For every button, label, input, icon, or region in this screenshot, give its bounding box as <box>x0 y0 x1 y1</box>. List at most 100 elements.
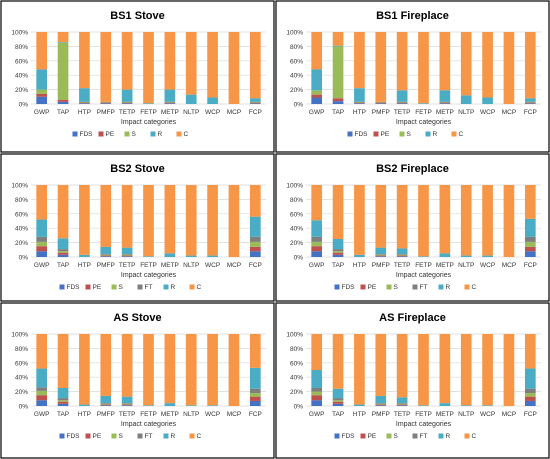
bar-segment-fds <box>57 101 69 104</box>
y-tick-label: 20% <box>290 240 303 247</box>
bar-segment-s <box>524 101 536 103</box>
bar-segment-pe <box>311 246 323 252</box>
bar-segment-pe <box>524 246 536 252</box>
bar-segment-r <box>439 403 451 406</box>
bar-segment-c <box>143 334 154 406</box>
legend-label: PE <box>93 433 102 440</box>
bar-segment-c <box>482 32 493 98</box>
bar-segment-c <box>164 334 176 404</box>
legend-swatch <box>438 433 444 439</box>
bar-segment-c <box>228 185 240 257</box>
chart-panel: BS2 Fireplace 0% 20% 40% 60% 80% 100% GWP TAP HTP… <box>275 153 550 302</box>
legend-swatch <box>451 131 457 137</box>
legend-swatch <box>425 131 431 137</box>
legend-label: PE <box>368 433 377 440</box>
bar-segment-r <box>164 253 176 257</box>
bar-segment-fds <box>375 405 387 406</box>
bar-segment-fds <box>332 101 344 104</box>
bar-segment-c <box>439 32 451 91</box>
bar-segment-pe <box>396 102 408 104</box>
bar-segment-r <box>439 253 451 257</box>
legend-swatch <box>386 433 392 439</box>
bar-segment-c <box>36 32 48 70</box>
legend-swatch <box>334 433 340 439</box>
legend-label: C <box>459 131 464 138</box>
bar-segment-s <box>100 403 112 405</box>
bar-segment-r <box>396 248 408 255</box>
bar-segment-pe <box>249 396 261 401</box>
bar-segment-s <box>332 400 344 402</box>
x-tick-label: FETP <box>140 109 157 116</box>
x-tick-label: PMFP <box>97 109 115 116</box>
bar-segment-c <box>375 334 387 396</box>
x-tick-label: FCP <box>524 411 537 418</box>
bar-segment-fds <box>332 403 344 406</box>
bar-segment-ft <box>36 387 48 391</box>
bar-segment-pe <box>57 252 69 255</box>
bar-segment-s <box>375 101 387 103</box>
y-tick-label: 0% <box>294 404 304 411</box>
bar-segment-fds <box>57 403 69 406</box>
y-tick-label: 100% <box>11 183 28 190</box>
bar-segment-fds <box>36 400 48 406</box>
y-tick-label: 60% <box>15 360 28 367</box>
bar-segment-s <box>57 400 69 402</box>
bar-segment-fds <box>524 400 536 406</box>
y-tick-label: 0% <box>19 255 29 262</box>
x-axis-title: Impact categories <box>121 421 177 428</box>
bar-segment-s <box>396 254 408 256</box>
bar-segment-r <box>249 367 261 389</box>
bar-segment-pe <box>36 93 48 97</box>
legend-label: FT <box>145 284 153 291</box>
bar-segment-r <box>460 255 472 257</box>
y-tick-label: 80% <box>15 44 28 51</box>
chart-title: BS1 Fireplace <box>376 10 449 22</box>
bar-segment-fds <box>439 103 451 104</box>
bar-segment-ft <box>375 403 387 404</box>
x-tick-label: HTP <box>78 109 91 116</box>
bar-segment-c <box>143 32 154 104</box>
bar-segment-pe <box>396 255 408 257</box>
y-tick-label: 20% <box>15 87 28 94</box>
bar-segment-r <box>57 388 69 399</box>
bar-segment-r <box>524 98 536 102</box>
y-tick-label: 80% <box>290 197 303 204</box>
y-tick-label: 60% <box>290 211 303 218</box>
bar-segment-c <box>524 185 536 219</box>
bar-segment-c <box>121 334 133 397</box>
bar-segment-r <box>418 405 429 406</box>
bar-segment-fds <box>524 251 536 257</box>
bar-segment-s <box>100 101 112 103</box>
bar-segment-c <box>207 334 218 406</box>
legend-swatch <box>59 433 65 439</box>
bar-segment-ft <box>100 403 112 404</box>
bar-segment-s <box>311 391 323 396</box>
legend-label: R <box>158 131 163 138</box>
y-tick-label: 20% <box>15 240 28 247</box>
legend-label: C <box>197 433 202 440</box>
bar-segment-pe <box>332 98 344 102</box>
x-tick-label: FCP <box>249 411 262 418</box>
bar-segment-c <box>100 334 112 396</box>
bar-segment-fds <box>249 400 261 406</box>
legend-swatch <box>163 433 169 439</box>
bar-segment-pe <box>375 255 387 257</box>
x-tick-label: FETP <box>415 262 432 269</box>
bar-segment-s <box>79 101 90 103</box>
x-axis-title: Impact categories <box>396 119 452 126</box>
bar-segment-r <box>482 405 493 406</box>
bar-segment-ft <box>57 249 69 252</box>
bar-segment-fds <box>36 96 48 104</box>
bar-segment-c <box>36 185 48 220</box>
bar-segment-r <box>185 405 197 406</box>
chart-title: AS Stove <box>113 312 161 324</box>
bar-segment-ft <box>524 388 536 394</box>
bar-segment-r <box>185 255 197 257</box>
y-tick-label: 20% <box>290 87 303 94</box>
chart-panel: AS Stove 0% 20% 40% 60% 80% 100% GWP TAP HTP PMFP T… <box>0 302 275 459</box>
bar-segment-s <box>332 251 344 253</box>
bar-segment-fds <box>396 405 408 406</box>
bar-segment-r <box>36 368 48 388</box>
legend-swatch <box>163 284 169 290</box>
